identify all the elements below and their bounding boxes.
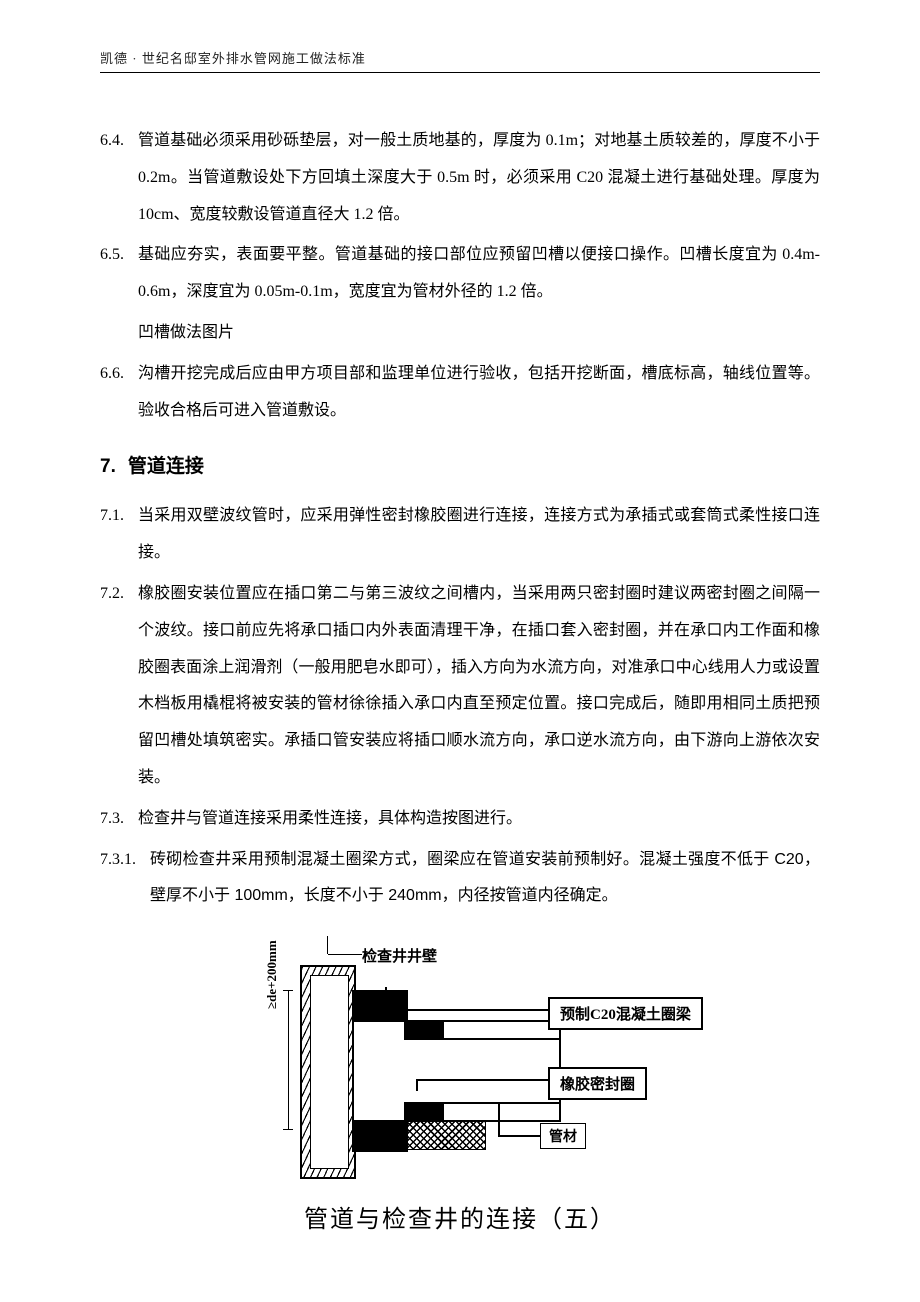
item-6-5: 6.5. 基础应夯实，表面要平整。管道基础的接口部位应预留凹槽以便接口操作。凹槽… bbox=[100, 237, 820, 311]
leader-line bbox=[416, 1079, 549, 1081]
item-6-6: 6.6. 沟槽开挖完成后应由甲方项目部和监理单位进行验收，包括开挖断面，槽底标高… bbox=[100, 356, 820, 430]
section-number: 7. bbox=[100, 456, 116, 477]
page-header: 凯德 · 世纪名邸室外排水管网施工做法标准 bbox=[100, 48, 820, 73]
item-7-2: 7.2. 橡胶圈安装位置应在插口第二与第三波纹之间槽内，当采用两只密封圈时建议两… bbox=[100, 576, 820, 797]
gasket bbox=[404, 1104, 444, 1120]
diagram-body bbox=[300, 965, 560, 1175]
item-6-5-note: 凹槽做法图片 bbox=[100, 315, 820, 352]
document-page: 凯德 · 世纪名邸室外排水管网施工做法标准 6.4. 管道基础必须采用砂砾垫层，… bbox=[0, 0, 920, 1294]
item-text: 沟槽开挖完成后应由甲方项目部和监理单位进行验收，包括开挖断面，槽底标高，轴线位置… bbox=[138, 356, 820, 430]
item-text: 当采用双壁波纹管时，应采用弹性密封橡胶圈进行连接，连接方式为承插式或套筒式柔性接… bbox=[138, 498, 820, 572]
diagram-canvas: 检查井井壁 ≥de+200mm bbox=[240, 945, 680, 1185]
section-7-heading: 7. 管道连接 bbox=[100, 451, 820, 478]
dimension-vertical bbox=[280, 990, 296, 1130]
label-ring-beam: 预制C20混凝土圈梁 bbox=[548, 997, 703, 1030]
item-text: 基础应夯实，表面要平整。管道基础的接口部位应预留凹槽以便接口操作。凹槽长度宜为 … bbox=[138, 237, 820, 311]
item-7-1: 7.1. 当采用双壁波纹管时，应采用弹性密封橡胶圈进行连接，连接方式为承插式或套… bbox=[100, 498, 820, 572]
item-number: 7.3. bbox=[100, 801, 138, 838]
item-text: 检查井与管道连接采用柔性连接，具体构造按图进行。 bbox=[138, 801, 820, 838]
section-title: 管道连接 bbox=[128, 456, 204, 477]
item-number: 6.4. bbox=[100, 123, 138, 233]
item-text: 橡胶圈安装位置应在插口第二与第三波纹之间槽内，当采用两只密封圈时建议两密封圈之间… bbox=[138, 576, 820, 797]
diagram-caption: 管道与检查井的连接（五） bbox=[240, 1199, 680, 1234]
item-number: 6.5. bbox=[100, 237, 138, 311]
item-number: 7.2. bbox=[100, 576, 138, 797]
label-rubber-gasket: 橡胶密封圈 bbox=[548, 1067, 647, 1100]
item-text: 砖砌检查井采用预制混凝土圈梁方式，圈梁应在管道安装前预制好。混凝土强度不低于 C… bbox=[150, 842, 820, 916]
item-7-3: 7.3. 检查井与管道连接采用柔性连接，具体构造按图进行。 bbox=[100, 801, 820, 838]
item-number: 7.3.1. bbox=[100, 842, 150, 916]
pipe bbox=[404, 1020, 561, 1122]
item-text: 管道基础必须采用砂砾垫层，对一般土质地基的，厚度为 0.1m；对地基土质较差的，… bbox=[138, 123, 820, 233]
header-title: 凯德 · 世纪名邸室外排水管网施工做法标准 bbox=[100, 51, 366, 66]
item-number: 6.6. bbox=[100, 356, 138, 430]
item-6-4: 6.4. 管道基础必须采用砂砾垫层，对一般土质地基的，厚度为 0.1m；对地基土… bbox=[100, 123, 820, 233]
ring-beam bbox=[352, 990, 408, 1152]
connection-diagram: 检查井井壁 ≥de+200mm bbox=[240, 945, 680, 1234]
bedding-hatch bbox=[404, 1120, 486, 1150]
label-well-wall: 检查井井壁 bbox=[362, 945, 437, 966]
item-number: 7.1. bbox=[100, 498, 138, 572]
item-7-3-1: 7.3.1. 砖砌检查井采用预制混凝土圈梁方式，圈梁应在管道安装前预制好。混凝土… bbox=[100, 842, 820, 916]
label-pipe-material: 管材 bbox=[540, 1123, 586, 1149]
well-wall bbox=[300, 965, 356, 1179]
leader-line bbox=[498, 1135, 541, 1137]
leader-line bbox=[328, 954, 362, 955]
leader-line bbox=[385, 1009, 549, 1011]
gasket bbox=[404, 1022, 444, 1038]
dimension-label: ≥de+200mm bbox=[264, 940, 280, 1009]
